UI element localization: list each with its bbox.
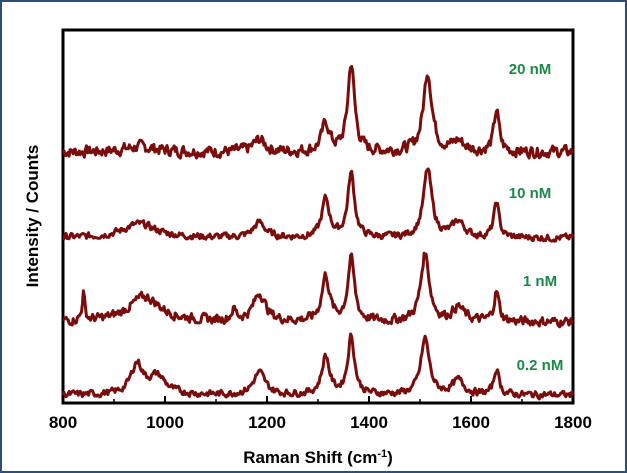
x-tick-label-1200: 1200 — [248, 413, 286, 432]
plot-area — [61, 28, 575, 405]
spectrum-line-2 — [62, 167, 575, 243]
series-label-3: 1 nM — [523, 273, 557, 290]
series-label-1: 20 nM — [509, 61, 552, 78]
series-labels: 20 nM 10 nM 1 nM 0.2 nM — [509, 61, 564, 374]
spectrum-line-1 — [62, 65, 574, 160]
x-axis-title: Raman Shift (cm-1) — [243, 448, 393, 467]
x-tick-label-1400: 1400 — [350, 413, 388, 432]
spectrum-line-3 — [62, 251, 574, 329]
series-label-2: 10 nM — [509, 185, 552, 202]
x-tick-label-1800: 1800 — [554, 413, 592, 432]
y-axis-title: Intensity / Counts — [23, 145, 42, 288]
x-tick-label-800: 800 — [49, 413, 77, 432]
x-tick-label-1000: 1000 — [146, 413, 184, 432]
spectrum-line-4 — [61, 332, 575, 401]
x-tick-label-1600: 1600 — [452, 413, 490, 432]
x-ticks: 800 1000 1200 1400 1600 1800 — [49, 396, 592, 432]
series-label-4: 0.2 nM — [517, 357, 564, 374]
series-lines — [61, 65, 575, 401]
